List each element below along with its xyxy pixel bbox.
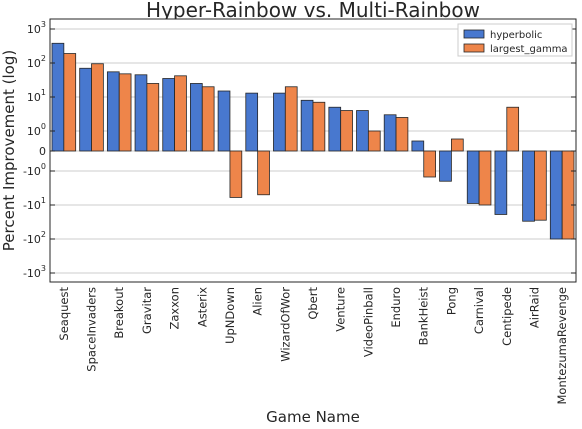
x-tick-label: Venture bbox=[334, 287, 348, 332]
bar-largest-gamma bbox=[91, 63, 104, 152]
bar-hyperbolic bbox=[466, 150, 480, 204]
bar-hyperbolic bbox=[328, 106, 342, 152]
bars bbox=[51, 42, 575, 240]
bar-largest-gamma bbox=[478, 150, 492, 206]
x-tick-label: UpNDown bbox=[223, 287, 237, 344]
bar-hyperbolic bbox=[549, 150, 563, 240]
bar-hyperbolic bbox=[245, 92, 259, 152]
x-axis-title: Game Name bbox=[266, 408, 360, 426]
bar-largest-gamma bbox=[451, 138, 464, 152]
x-tick-label: Qbert bbox=[306, 287, 320, 320]
bar-hyperbolic bbox=[494, 150, 508, 215]
bar-largest-gamma bbox=[312, 101, 326, 152]
x-tick-label: Centipede bbox=[500, 287, 514, 346]
y-tick-label: -100 bbox=[23, 162, 46, 178]
bar-hyperbolic bbox=[79, 67, 92, 152]
x-tick-label: BankHeist bbox=[417, 287, 431, 346]
y-tick-label: 100 bbox=[27, 122, 46, 138]
bar-hyperbolic bbox=[411, 140, 425, 152]
x-tick-label: Zaxxon bbox=[168, 287, 182, 330]
x-tick-label: AirRaid bbox=[527, 287, 541, 328]
x-tick-label: MontezumaRevenge bbox=[555, 287, 569, 405]
bar-largest-gamma bbox=[395, 117, 409, 152]
x-axis: Seaquest SpaceInvaders Breakout Gravitar Zax… bbox=[57, 287, 569, 405]
y-axis: 103 102 101 100 0 -100 -101 -102 -103 bbox=[23, 20, 576, 280]
y-tick-label: -102 bbox=[23, 230, 46, 246]
x-tick-label: WizardOfWor bbox=[278, 287, 292, 362]
x-tick-label: Alien bbox=[251, 287, 265, 316]
chart-title: Hyper-Rainbow vs. Multi-Rainbow bbox=[146, 0, 480, 22]
y-tick-label: 101 bbox=[27, 88, 46, 104]
bar-hyperbolic bbox=[522, 150, 535, 222]
bar-largest-gamma bbox=[201, 86, 215, 152]
bar-hyperbolic bbox=[190, 83, 203, 152]
bar-largest-gamma bbox=[63, 53, 77, 152]
y-tick-label: 103 bbox=[27, 20, 46, 36]
bar-largest-gamma bbox=[257, 150, 270, 196]
bar-largest-gamma bbox=[423, 150, 436, 178]
bar-hyperbolic bbox=[273, 92, 286, 152]
y-tick-label: 102 bbox=[27, 54, 46, 70]
bar-largest-gamma bbox=[229, 150, 243, 198]
y-tick-label: 0 bbox=[39, 145, 46, 158]
bar-hyperbolic bbox=[217, 90, 231, 152]
legend-label: largest_gamma bbox=[490, 44, 568, 55]
x-tick-label: Breakout bbox=[112, 287, 126, 339]
bar-hyperbolic bbox=[300, 99, 314, 152]
bar-largest-gamma bbox=[534, 150, 547, 221]
bar-largest-gamma bbox=[174, 75, 187, 152]
bar-largest-gamma bbox=[367, 130, 381, 152]
bar-largest-gamma bbox=[506, 106, 520, 152]
bar-hyperbolic bbox=[134, 74, 148, 152]
bar-largest-gamma bbox=[561, 150, 575, 240]
bar-largest-gamma bbox=[118, 73, 132, 152]
bar-hyperbolic bbox=[162, 78, 175, 152]
x-tick-label: Pong bbox=[444, 287, 458, 315]
bar-largest-gamma bbox=[340, 110, 353, 152]
y-axis-title: Percent Improvement (log) bbox=[0, 50, 18, 251]
legend-swatch bbox=[463, 43, 485, 53]
y-tick-label: -103 bbox=[23, 264, 46, 280]
bar-largest-gamma bbox=[284, 86, 298, 152]
x-tick-label: Gravitar bbox=[140, 287, 154, 334]
y-tick-label: -101 bbox=[23, 196, 46, 212]
legend-swatch bbox=[463, 29, 485, 39]
x-tick-label: Asterix bbox=[195, 287, 209, 327]
x-tick-label: Carnival bbox=[472, 287, 486, 334]
x-tick-label: VideoPinball bbox=[361, 287, 375, 357]
x-tick-label: Seaquest bbox=[57, 287, 71, 341]
legend: hyperbolic largest_gamma bbox=[457, 23, 573, 57]
bar-hyperbolic bbox=[383, 114, 397, 152]
legend-label: hyperbolic bbox=[490, 30, 542, 41]
x-tick-label: SpaceInvaders bbox=[85, 287, 99, 372]
bar-hyperbolic bbox=[439, 150, 452, 182]
x-tick-label: Enduro bbox=[389, 287, 403, 328]
bar-largest-gamma bbox=[146, 83, 160, 152]
bar-hyperbolic bbox=[106, 71, 120, 152]
bar-hyperbolic bbox=[356, 110, 369, 152]
